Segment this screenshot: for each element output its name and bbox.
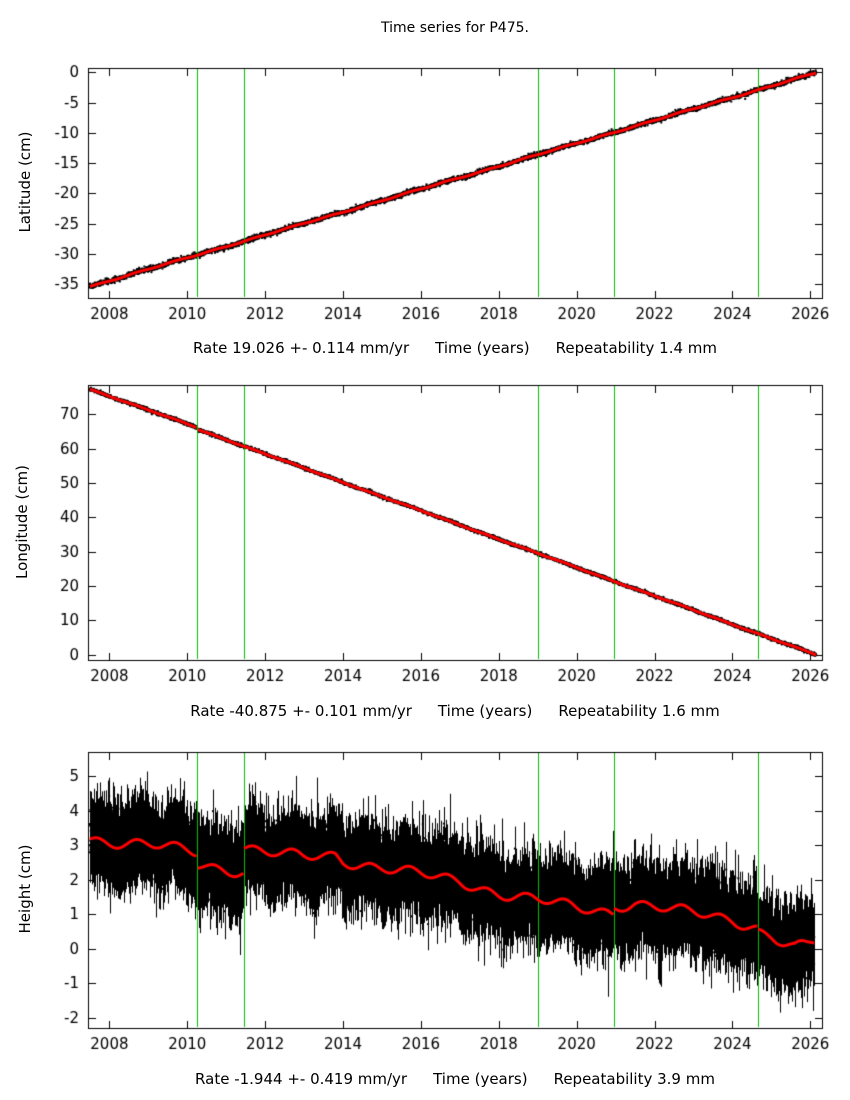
longitude-rate-label: Rate -40.875 +- 0.101 mm/yr xyxy=(190,702,412,720)
latitude-x-axis-label: Time (years) xyxy=(435,339,530,357)
longitude-repeatability-label: Repeatability 1.6 mm xyxy=(558,702,720,720)
latitude-repeatability-label: Repeatability 1.4 mm xyxy=(555,339,718,357)
latitude-axis-caption: Rate 19.026 +- 0.114 mm/yr Time (years) Re… xyxy=(88,338,822,358)
latitude-rate-label: Rate 19.026 +- 0.114 mm/yr xyxy=(192,339,410,357)
height-x-axis-label: Time (years) xyxy=(433,1070,528,1088)
height-rate-label: Rate -1.944 +- 0.419 mm/yr xyxy=(195,1070,408,1088)
height-time-series-plot xyxy=(0,735,850,1055)
latitude-time-series-plot xyxy=(0,50,850,330)
height-repeatability-label: Repeatability 3.9 mm xyxy=(553,1070,715,1088)
height-y-axis-label: Height (cm) xyxy=(16,844,34,934)
longitude-time-series-plot xyxy=(0,368,850,688)
page-title: Time series for P475. xyxy=(381,20,529,36)
longitude-x-axis-label: Time (years) xyxy=(437,702,533,720)
latitude-y-axis-label: Latitude (cm) xyxy=(16,131,34,233)
longitude-axis-caption: Rate -40.875 +- 0.101 mm/yr Time (years) R… xyxy=(88,701,822,721)
height-axis-caption: Rate -1.944 +- 0.419 mm/yr Time (years) Re… xyxy=(88,1069,822,1089)
longitude-y-axis-label: Longitude (cm) xyxy=(13,465,31,579)
